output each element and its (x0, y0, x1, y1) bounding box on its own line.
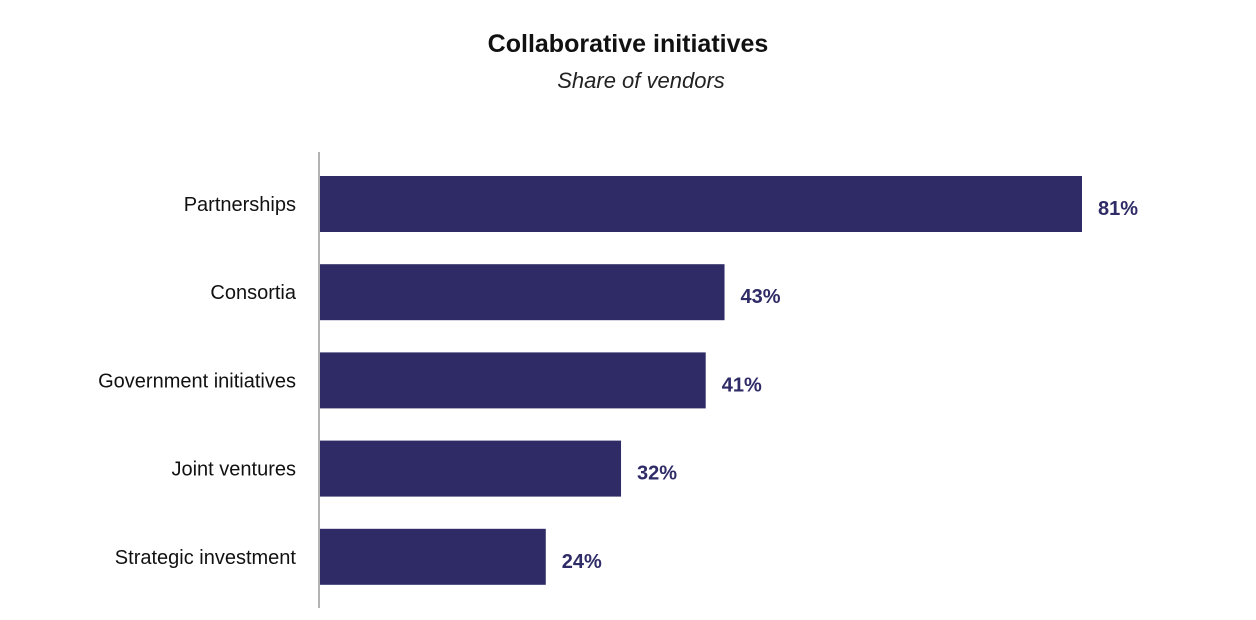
category-label: Strategic investment (115, 547, 297, 569)
category-label: Government initiatives (98, 370, 296, 392)
value-label: 41% (722, 374, 762, 396)
bar-joint-ventures (320, 440, 622, 497)
category-label: Partnerships (184, 194, 296, 216)
chart-subtitle: Share of vendors (557, 68, 725, 93)
chart-title: Collaborative initiatives (487, 30, 769, 58)
value-label: 24% (562, 551, 602, 573)
bar-strategic-investment (320, 528, 546, 585)
category-label: Joint ventures (171, 459, 296, 481)
bars-group: Partnerships 81% Consortia 43% Government in… (98, 176, 1138, 585)
bar-partnerships (320, 176, 1082, 232)
value-label: 43% (741, 286, 781, 308)
bar-consortia (320, 264, 725, 321)
value-label: 32% (637, 463, 677, 485)
value-label: 81% (1098, 198, 1138, 220)
bar-government-initiatives (320, 352, 706, 409)
category-label: Consortia (210, 282, 296, 304)
